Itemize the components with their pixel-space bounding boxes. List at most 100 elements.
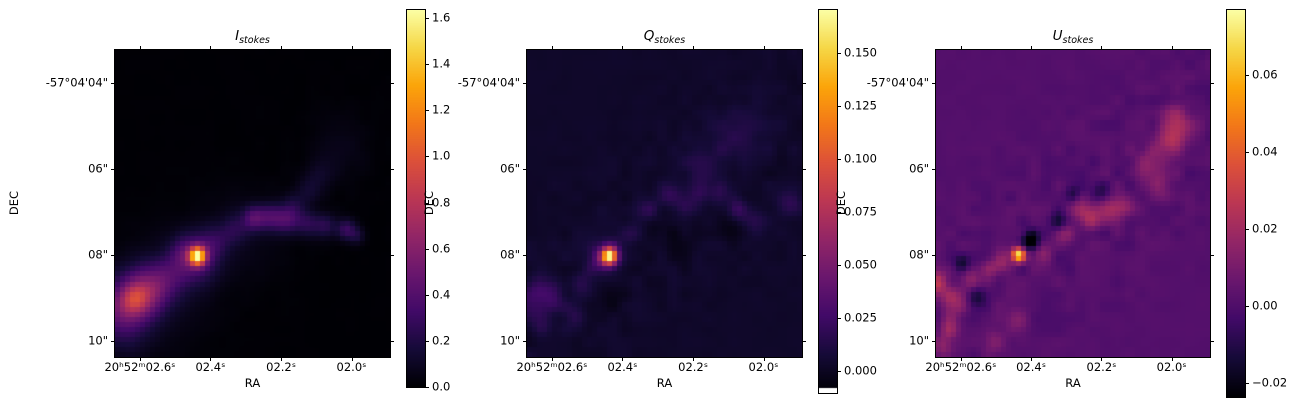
colorbar-tick-label: 0.075 [844,204,877,219]
x-tick-label: 02.4ˢ [607,360,638,374]
x-tick-label: 02.2ˢ [266,360,297,374]
x-tick-label: 02.2ˢ [678,360,709,374]
heatmap-qstokes [526,49,803,358]
x-tick-label: 20ʰ52ᵐ02.6ˢ [925,360,997,374]
colorbar-tick-label: 0.00 [1252,298,1278,313]
colorbar-tick-mark [425,18,429,20]
x-tick-label: 02.2ˢ [1086,360,1117,374]
y-tick-mark [802,83,806,84]
x-tick-label: 02.4ˢ [1016,360,1047,374]
x-tick-mark [551,46,553,50]
title-subscript: stokes [654,35,686,46]
x-tick-mark [622,46,624,50]
y-tick-label: 06" [500,161,520,176]
colorbar-tick-label: 1.6 [432,10,451,25]
y-tick-mark [932,341,936,342]
colorbar-tick-mark [425,156,429,158]
colorbar-tick-mark [425,294,429,296]
panel-title-qstokes: Qstokes [644,28,685,46]
x-tick-label: 02.4ˢ [195,360,226,374]
heatmap-canvas-qstokes [527,50,802,357]
x-tick-mark [1101,46,1103,50]
colorbar-tick-label: 0.04 [1252,144,1278,159]
colorbar-tick-mark [1245,306,1249,308]
ra-axis-label: RA [656,376,673,390]
colorbar-tick-mark [837,211,841,213]
y-tick-label: -57°04'04" [457,75,520,90]
y-tick-mark [111,255,115,256]
colorbar-tick-mark [837,370,841,372]
colorbar-tick-label: 0.025 [844,310,877,325]
y-tick-mark [111,341,115,342]
x-tick-mark [763,46,765,50]
y-tick-mark [932,168,936,170]
y-tick-label: 08" [500,247,520,262]
y-tick-label: 08" [909,247,929,262]
title-main: Q [643,28,655,44]
title-main: I [235,28,240,44]
x-tick-mark [693,46,695,50]
y-tick-mark [390,168,394,170]
colorbar-tick-mark [425,202,429,204]
panel-title-istokes: Istokes [235,28,270,46]
colorbar-tick-label: 0.06 [1252,67,1278,82]
colorbar-tick-label: 0.8 [432,195,451,210]
x-tick-mark [210,357,212,361]
x-tick-label: 02.0ˢ [1156,360,1187,374]
colorbar-tick-mark [425,110,429,112]
y-tick-mark [932,83,936,84]
y-tick-mark [523,83,527,84]
x-tick-mark [351,357,353,361]
ra-axis-label: RA [244,376,261,390]
colorbar-tick-label: 0.0 [432,379,451,394]
y-tick-mark [932,255,936,256]
x-tick-mark [1171,357,1173,361]
colorbar-tick-label: 0.100 [844,151,877,166]
y-tick-label: 06" [88,161,108,176]
y-tick-mark [523,341,527,342]
x-tick-label: 02.0ˢ [336,360,367,374]
panel-title-ustokes: Ustokes [1053,28,1094,46]
x-tick-mark [1031,46,1033,50]
dec-axis-label: DEC [834,190,848,216]
colorbar-tick-mark [837,264,841,266]
x-tick-mark [960,46,962,50]
colorbar-tick-label: 0.2 [432,333,451,348]
x-tick-mark [763,357,765,361]
colorbar-tick-label: 0.000 [844,363,877,378]
colorbar-tick-mark [837,317,841,319]
x-tick-mark [1031,357,1033,361]
colorbar-tick-label: 1.4 [432,56,451,71]
heatmap-canvas-ustokes [936,50,1210,357]
colorbar-tick-mark [1245,75,1249,77]
x-tick-mark [551,357,553,361]
colorbar-tick-label: 1.2 [432,102,451,117]
y-tick-label: 10" [909,333,929,348]
dec-axis-label: DEC [7,190,21,216]
x-tick-mark [139,357,141,361]
y-tick-mark [802,168,806,170]
title-subscript: stokes [239,35,270,46]
x-tick-mark [960,357,962,361]
colorbar-tick-mark [837,53,841,55]
x-tick-mark [351,46,353,50]
colorbar-tick-mark [1245,383,1249,385]
y-tick-mark [802,255,806,256]
colorbar-tick-mark [837,106,841,107]
x-tick-mark [139,46,141,50]
x-tick-mark [1101,357,1103,361]
colorbar-tick-label: 0.050 [844,257,877,272]
colorbar-ustokes [1226,9,1246,398]
x-tick-mark [1171,46,1173,50]
y-tick-mark [390,341,394,342]
colorbar-tick-label: 0.150 [844,45,877,60]
x-tick-mark [693,357,695,361]
colorbar-canvas-ustokes [1227,10,1245,397]
y-tick-label: -57°04'04" [866,75,929,90]
y-tick-mark [390,255,394,256]
colorbar-tick-label: −0.02 [1252,375,1288,390]
y-tick-label: 08" [88,247,108,262]
title-main: U [1052,28,1063,44]
colorbar-canvas-istokes [407,10,425,387]
